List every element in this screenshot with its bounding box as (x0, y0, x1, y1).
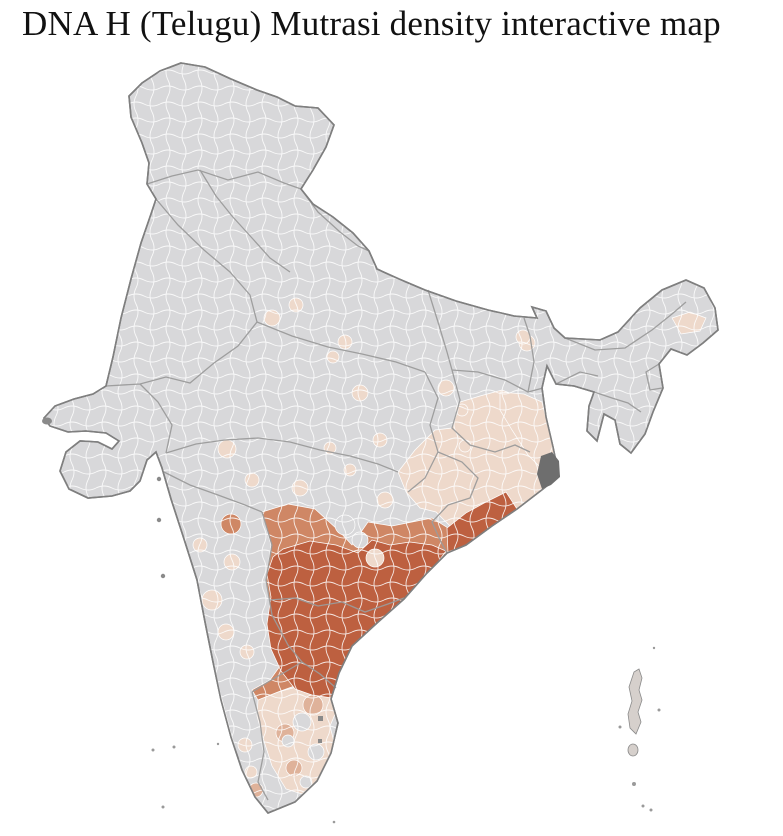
district-region[interactable] (266, 539, 447, 699)
district-region[interactable] (351, 531, 369, 549)
district-region[interactable] (326, 350, 340, 364)
district-region[interactable] (291, 479, 309, 497)
district-region[interactable] (365, 548, 385, 568)
district-region[interactable] (217, 623, 235, 641)
district-region[interactable] (281, 734, 295, 748)
district-region[interactable] (302, 694, 324, 716)
district-region[interactable] (334, 514, 356, 536)
district-region[interactable] (299, 775, 313, 789)
district-region[interactable] (201, 589, 223, 611)
district-region[interactable] (239, 644, 255, 660)
page-title: DNA H (Telugu) Mutrasi density interacti… (22, 4, 721, 43)
district-region[interactable] (307, 743, 325, 761)
district-region[interactable] (244, 765, 258, 779)
district-region[interactable] (217, 439, 237, 459)
coast-marker (156, 476, 162, 482)
district-region[interactable] (455, 403, 469, 417)
district-region[interactable] (376, 491, 394, 509)
andaman-islands[interactable] (627, 668, 643, 735)
district-region[interactable] (237, 737, 253, 753)
district-region[interactable] (323, 441, 337, 455)
district-region[interactable] (220, 513, 242, 535)
andaman-islands[interactable] (627, 743, 639, 757)
district-region[interactable] (343, 463, 357, 477)
district-region[interactable] (351, 384, 369, 402)
district-region[interactable] (437, 379, 455, 397)
district-region[interactable] (337, 334, 353, 350)
district-region[interactable] (263, 309, 281, 327)
district-region[interactable] (192, 537, 208, 553)
district-region[interactable] (288, 297, 304, 313)
district-region[interactable] (223, 553, 241, 571)
coast-marker (160, 573, 166, 579)
district-region[interactable] (285, 759, 303, 777)
district-region[interactable] (344, 692, 360, 708)
district-region[interactable] (244, 472, 260, 488)
district-region[interactable] (515, 329, 531, 345)
district-region[interactable] (458, 439, 472, 453)
coast-marker (156, 517, 162, 523)
district-region[interactable] (292, 712, 312, 732)
district-region[interactable] (372, 432, 388, 448)
